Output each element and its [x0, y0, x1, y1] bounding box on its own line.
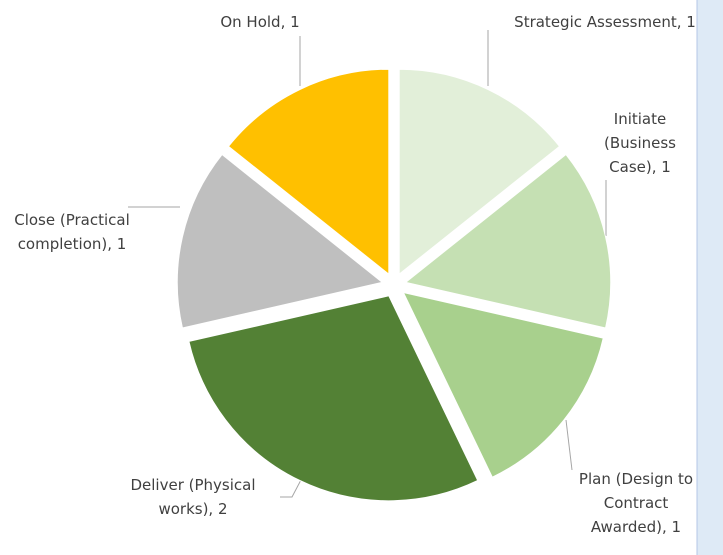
side-panel	[697, 0, 723, 555]
pie-slice	[176, 153, 384, 329]
data-label: Strategic Assessment, 1	[514, 13, 696, 31]
pie-slice	[398, 68, 561, 276]
data-label: On Hold, 1	[220, 13, 300, 31]
pie-slice	[402, 291, 604, 478]
data-label: Close (Practical completion), 1	[14, 211, 130, 253]
data-label: Deliver (Physical works), 2	[130, 476, 256, 518]
leader-line	[565, 419, 573, 471]
data-label: Initiate (Business Case), 1	[604, 110, 676, 176]
leader-lines	[128, 30, 607, 498]
pie-slice	[188, 295, 479, 502]
leader-line	[280, 477, 303, 498]
pie-slice	[227, 68, 390, 276]
pie-slice	[404, 153, 612, 329]
data-label: Plan (Design to Contract Awarded), 1	[578, 470, 694, 536]
